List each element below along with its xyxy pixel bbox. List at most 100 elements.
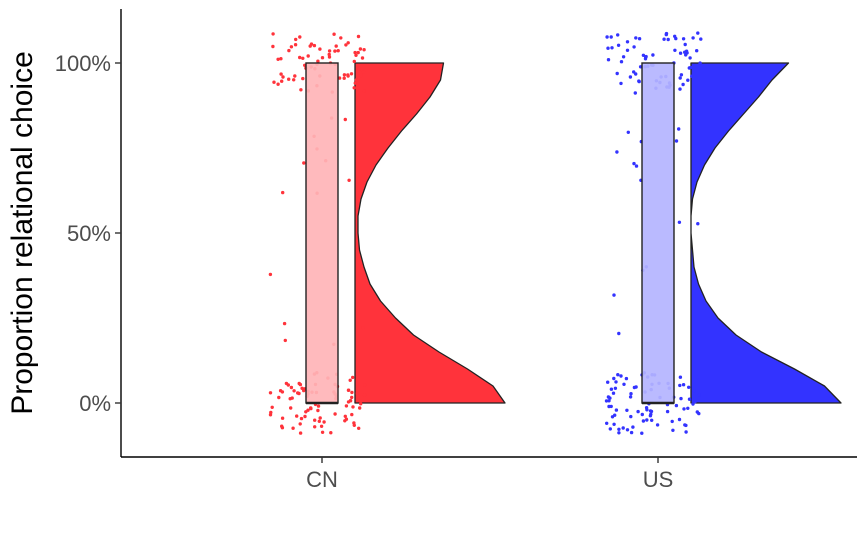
data-point [344, 43, 348, 47]
data-point [697, 393, 701, 397]
data-point [288, 397, 292, 401]
data-point [342, 73, 347, 77]
data-point [295, 414, 299, 418]
group-us [604, 31, 842, 435]
data-point [333, 412, 337, 416]
data-point [683, 42, 687, 47]
data-point [648, 409, 653, 413]
data-point [318, 416, 322, 420]
data-point [339, 36, 343, 40]
data-point [616, 373, 620, 377]
data-point [309, 406, 313, 411]
data-point [317, 419, 321, 423]
data-point [343, 117, 347, 122]
data-point [674, 36, 678, 41]
data-point [316, 404, 321, 408]
data-point [626, 130, 630, 134]
data-point [294, 37, 298, 42]
data-point [684, 49, 689, 53]
data-point [662, 37, 666, 41]
data-point [349, 72, 354, 76]
data-point [327, 52, 331, 57]
data-point [283, 338, 287, 343]
data-point [679, 396, 683, 401]
data-point [352, 86, 356, 90]
data-point [619, 374, 623, 378]
data-point [292, 78, 296, 82]
data-point [302, 388, 306, 393]
data-point [271, 32, 275, 36]
data-point [301, 56, 305, 60]
data-point [360, 56, 365, 60]
data-point [686, 406, 690, 410]
data-point [682, 407, 686, 411]
x-tick-label: CN [306, 467, 338, 492]
data-point [359, 402, 363, 406]
data-point [664, 31, 669, 36]
data-point [280, 424, 284, 428]
data-point [695, 49, 699, 53]
data-point [690, 74, 694, 78]
data-point [695, 375, 700, 380]
group-cn [268, 32, 506, 435]
data-point [358, 47, 363, 51]
data-point [648, 414, 653, 418]
data-point [687, 385, 691, 389]
data-point [280, 416, 285, 420]
data-point [645, 408, 649, 412]
data-point [631, 425, 635, 429]
data-point [301, 76, 305, 81]
data-point [337, 76, 342, 80]
data-point [354, 78, 358, 82]
data-point [633, 91, 637, 95]
data-point [358, 406, 362, 410]
data-point [634, 164, 639, 168]
data-point [696, 222, 700, 226]
data-point [615, 71, 619, 76]
data-point [606, 395, 611, 399]
data-point [611, 391, 616, 395]
data-point [350, 412, 354, 417]
y-tick-label: 100% [55, 51, 111, 76]
data-point [640, 431, 644, 435]
data-point [287, 48, 291, 53]
data-point [691, 402, 695, 406]
data-point [344, 404, 349, 408]
data-point [287, 77, 291, 81]
data-point [270, 405, 274, 409]
data-point [357, 426, 361, 430]
data-point [632, 70, 636, 74]
data-point [650, 418, 654, 422]
data-point [289, 45, 294, 49]
data-point [269, 410, 273, 415]
data-point [352, 59, 356, 64]
data-point [605, 35, 609, 39]
data-point [322, 420, 326, 424]
data-point [609, 387, 614, 391]
data-point [329, 431, 333, 435]
data-point [302, 161, 306, 165]
data-point [617, 331, 621, 336]
data-point [346, 74, 350, 78]
data-point [355, 391, 359, 396]
data-point [692, 389, 696, 393]
data-point [296, 391, 300, 395]
data-point [636, 409, 640, 414]
data-point [333, 49, 337, 53]
data-point [327, 55, 332, 59]
data-point [698, 61, 702, 65]
data-point [637, 79, 641, 83]
data-point [353, 50, 357, 55]
density-cn [354, 62, 506, 404]
data-point [645, 418, 649, 422]
data-point [625, 48, 630, 52]
data-point [316, 59, 320, 63]
data-point [696, 31, 700, 35]
x-tick-label: US [643, 467, 674, 492]
data-point [268, 272, 273, 277]
data-point [629, 430, 634, 435]
data-point [342, 76, 346, 80]
data-point [268, 391, 273, 395]
data-point [271, 44, 275, 49]
data-point [292, 389, 296, 393]
